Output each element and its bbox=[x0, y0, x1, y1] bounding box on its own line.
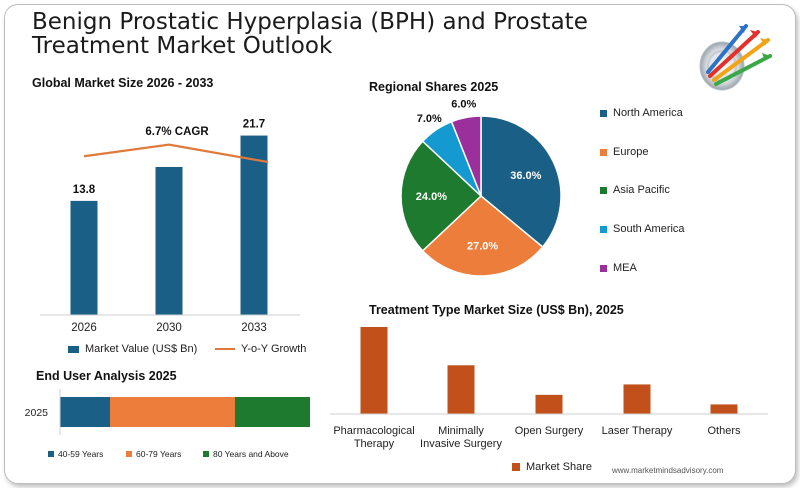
pie-slice-asia-pacific bbox=[400, 140, 483, 252]
x-tick-2026: 2026 bbox=[71, 322, 97, 334]
pie-legend-mea: MEA bbox=[600, 262, 637, 274]
bar-2026 bbox=[70, 200, 98, 315]
bar-2033 bbox=[240, 135, 268, 315]
pie-label-mea: 6.0% bbox=[451, 99, 476, 111]
pie-slice-mea bbox=[450, 115, 482, 197]
enduser-legend-60-79: 60-79 Years bbox=[126, 449, 181, 459]
x-tick-laser-therapy: Laser Therapy bbox=[602, 425, 673, 437]
regional-chart-title: Regional Shares 2025 bbox=[369, 80, 499, 94]
pie-label-north-america: 36.0% bbox=[510, 170, 541, 182]
enduser-segment-60-79-years bbox=[110, 397, 235, 427]
market-value-swatch bbox=[68, 345, 79, 353]
global-legend-growth: Y-o-Y Growth bbox=[215, 343, 306, 355]
enduser-segment-80-years-and-above bbox=[235, 397, 310, 427]
x-tick-2030: 2030 bbox=[156, 322, 182, 334]
footer-url: www.marketmindsadvisory.com bbox=[612, 466, 724, 475]
bar-open-surgery bbox=[535, 394, 563, 414]
global-chart-title: Global Market Size 2026 - 2033 bbox=[32, 76, 214, 90]
enduser-segment-40-59-years bbox=[60, 397, 110, 427]
page-title: Benign Prostatic Hyperplasia (BPH) and P… bbox=[32, 9, 588, 59]
south-america-swatch bbox=[600, 225, 607, 233]
enduser-category-label: 2025 bbox=[25, 407, 49, 419]
age-40-59-swatch bbox=[48, 451, 54, 457]
bar-laser-therapy bbox=[623, 384, 651, 414]
x-tick-minimally-invasive-surgery: Minimally Invasive Surgery bbox=[420, 425, 502, 450]
enduser-legend-40-59-label: 40-59 Years bbox=[58, 449, 104, 459]
enduser-chart-title: End User Analysis 2025 bbox=[36, 369, 177, 383]
pie-label-asia-pacific: 24.0% bbox=[416, 191, 447, 203]
pie-legend-north-america-label: North America bbox=[613, 107, 683, 119]
pie-label-europe: 27.0% bbox=[467, 241, 498, 253]
global-legend-growth-label: Y-o-Y Growth bbox=[241, 343, 307, 355]
treatment-chart-title: Treatment Type Market Size (US$ Bn), 202… bbox=[369, 303, 624, 317]
mea-swatch bbox=[600, 264, 607, 272]
pie-slice-europe bbox=[421, 195, 544, 277]
pie-legend-asia-pacific: Asia Pacific bbox=[600, 184, 670, 196]
pie-legend-south-america: South America bbox=[600, 223, 685, 235]
pie-legend-europe-label: Europe bbox=[613, 146, 649, 158]
global-legend-bars: Market Value (US$ Bn) bbox=[68, 343, 197, 355]
x-tick-2033: 2033 bbox=[241, 322, 267, 334]
pie-slice-north-america bbox=[480, 115, 562, 249]
growth-line bbox=[83, 143, 269, 164]
treatment-legend-label: Market Share bbox=[526, 461, 593, 473]
target-arrows-logo-icon bbox=[699, 24, 772, 91]
x-tick-pharmacological-therapy: Pharmacological Therapy bbox=[333, 425, 414, 450]
north-america-swatch bbox=[600, 109, 607, 117]
bar-minimally-invasive-surgery bbox=[447, 365, 475, 414]
enduser-legend-80-plus-label: 80 Years and Above bbox=[213, 449, 289, 459]
treatment-legend: Market Share bbox=[512, 461, 592, 473]
cagr-annotation: 6.7% CAGR bbox=[145, 126, 209, 138]
enduser-legend-80-plus: 80 Years and Above bbox=[203, 449, 289, 459]
age-80-plus-swatch bbox=[203, 451, 209, 457]
pie-label-south-america: 7.0% bbox=[417, 113, 442, 125]
x-tick-others: Others bbox=[707, 425, 741, 437]
enduser-legend-40-59: 40-59 Years bbox=[48, 449, 103, 459]
pie-legend-south-america-label: South America bbox=[613, 223, 685, 235]
age-60-79-swatch bbox=[126, 451, 132, 457]
bar-label-2033: 21.7 bbox=[243, 119, 265, 131]
bar-others bbox=[710, 404, 738, 414]
asia-pacific-swatch bbox=[600, 186, 607, 194]
bar-pharmacological-therapy bbox=[360, 327, 388, 414]
growth-line-swatch bbox=[215, 348, 235, 350]
x-tick-open-surgery: Open Surgery bbox=[515, 425, 584, 437]
pie-legend-mea-label: MEA bbox=[613, 262, 637, 274]
market-share-swatch bbox=[512, 463, 520, 471]
pie-legend-europe: Europe bbox=[600, 146, 648, 158]
bar-label-2026: 13.8 bbox=[73, 184, 96, 196]
enduser-legend-60-79-label: 60-79 Years bbox=[136, 449, 182, 459]
pie-legend-asia-pacific-label: Asia Pacific bbox=[613, 184, 670, 196]
bar-2030 bbox=[155, 166, 183, 315]
pie-legend-north-america: North America bbox=[600, 107, 683, 119]
europe-swatch bbox=[600, 148, 607, 156]
global-legend-bars-label: Market Value (US$ Bn) bbox=[85, 343, 198, 355]
